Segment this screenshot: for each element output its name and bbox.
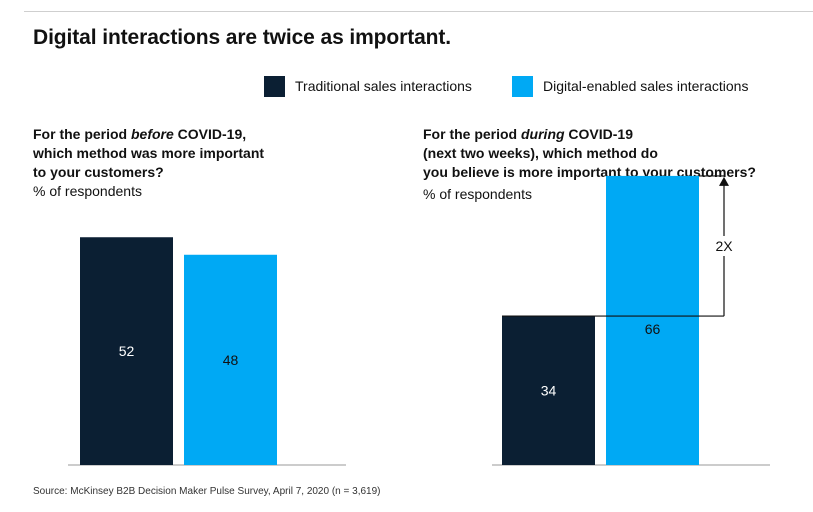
right-bar-digital <box>606 175 699 466</box>
legend-item-traditional: Traditional sales interactions <box>264 74 472 98</box>
legend-label-digital: Digital-enabled sales interactions <box>543 78 749 94</box>
annotation-label-background <box>710 236 738 256</box>
left-bar-digital <box>184 254 277 465</box>
left-question-line2: which method was more important <box>33 145 265 161</box>
annotation-label: 2X <box>715 238 733 254</box>
left-bar-traditional <box>80 237 173 465</box>
legend-item-digital: Digital-enabled sales interactions <box>512 74 748 98</box>
right-question-line1: For the period during COVID-19 <box>423 126 634 142</box>
left-question-line3: to your customers? <box>33 164 164 180</box>
left-bar-label-digital: 48 <box>223 352 239 368</box>
source-note: Source: McKinsey B2B Decision Maker Puls… <box>33 486 381 497</box>
right-question-line2: (next two weeks), which method do <box>423 145 658 161</box>
legend-label-traditional: Traditional sales interactions <box>295 78 472 94</box>
right-bar-traditional <box>502 316 595 465</box>
left-question-line1: For the period before COVID-19, <box>33 126 247 142</box>
arrow-up-icon <box>719 176 729 186</box>
right-bar-label-digital: 66 <box>645 321 661 337</box>
chart-title: Digital interactions are twice as import… <box>33 26 452 49</box>
right-subtitle: % of respondents <box>423 186 532 202</box>
left-bar-label-traditional: 52 <box>119 343 135 359</box>
left-subtitle: % of respondents <box>33 183 142 199</box>
left-question: For the period before COVID-19, which me… <box>33 125 264 182</box>
right-bar-label-traditional: 34 <box>541 383 557 399</box>
top-divider <box>24 11 813 12</box>
legend-swatch-digital <box>512 75 533 97</box>
legend-swatch-traditional <box>264 75 285 97</box>
